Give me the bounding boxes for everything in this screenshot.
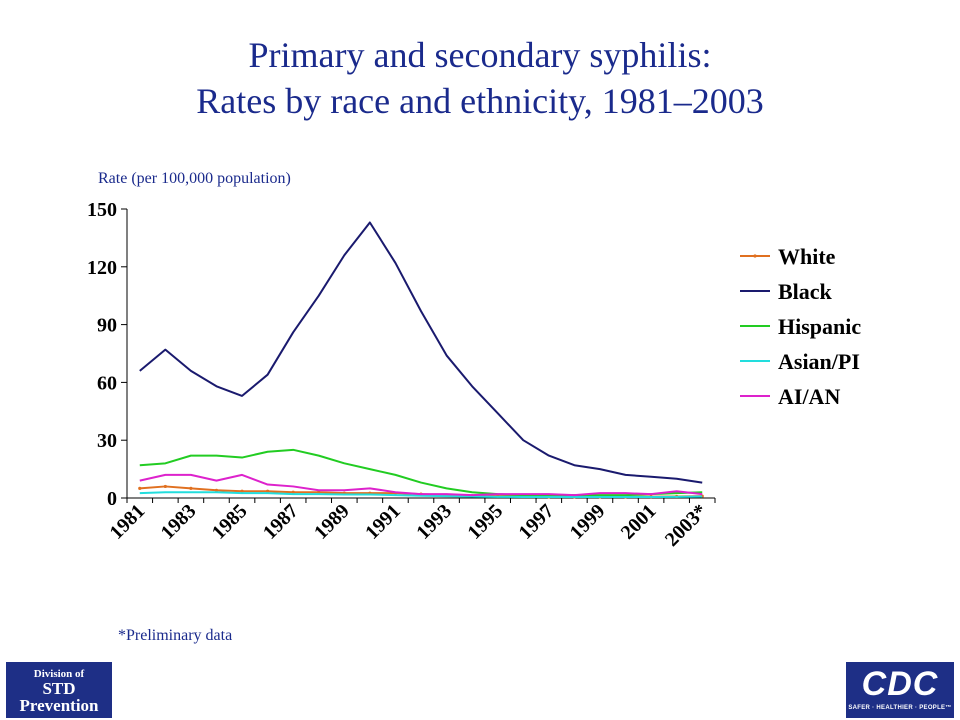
series-point-white [291, 490, 295, 494]
y-tick-label: 60 [97, 372, 117, 394]
series-line-ai-an [139, 473, 703, 497]
series-point-white [138, 486, 142, 490]
series-point-white [214, 488, 219, 492]
cdc-logo-tagline: SAFER · HEALTHIER · PEOPLE™ [848, 705, 952, 711]
std-logo-line-3: Prevention [19, 696, 99, 715]
legend-label-black: Black [778, 279, 833, 304]
x-tick-label: 1999 [566, 500, 610, 544]
legend-label-asian-pi: Asian/PI [778, 349, 860, 374]
footnote: *Preliminary data [118, 627, 233, 644]
y-axis-label: Rate (per 100,000 population) [98, 170, 291, 187]
x-tick-label: 1995 [463, 500, 507, 544]
y-tick-label: 120 [87, 257, 117, 279]
slide-title: Primary and secondary syphilis: Rates by… [0, 32, 960, 124]
title-line-2: Rates by race and ethnicity, 1981–2003 [196, 81, 764, 121]
legend-marker-white [753, 254, 757, 258]
x-tick-label: 1987 [259, 500, 303, 544]
series-point-white [317, 490, 321, 494]
x-tick-label: 1989 [310, 500, 354, 544]
legend-label-white: White [778, 244, 836, 269]
legend-label-hispanic: Hispanic [778, 314, 861, 339]
series-point-white [266, 489, 270, 493]
series-point-white [189, 486, 193, 490]
series-line-hispanic [139, 448, 703, 497]
cdc-logo-text: CDC [861, 665, 939, 703]
x-tick-label: 2003* [661, 500, 712, 551]
x-tick-label: 1993 [412, 500, 456, 544]
y-tick-label: 150 [87, 199, 117, 221]
title-line-1: Primary and secondary syphilis: [248, 35, 712, 75]
y-tick-label: 30 [97, 430, 117, 452]
std-logo-line-2: STD [42, 679, 76, 698]
series-point-white [240, 489, 244, 493]
y-tick-label: 0 [107, 488, 117, 510]
series-line-asian-pi [139, 491, 703, 499]
y-tick-label: 90 [97, 315, 117, 337]
cdc-logo: CDC SAFER · HEALTHIER · PEOPLE™ [846, 662, 954, 718]
x-tick-label: 1997 [515, 500, 559, 544]
series-point-white [163, 484, 167, 489]
legend-label-ai-an: AI/AN [778, 384, 840, 409]
std-division-logo: Division of STD Prevention [6, 662, 112, 718]
x-tick-label: 1991 [361, 500, 405, 544]
x-tick-label: 1983 [157, 500, 201, 544]
std-logo-line-1: Division of [33, 668, 85, 680]
x-tick-label: 2001 [617, 500, 661, 544]
x-tick-label: 1985 [208, 500, 252, 544]
series-line-black [139, 221, 703, 484]
